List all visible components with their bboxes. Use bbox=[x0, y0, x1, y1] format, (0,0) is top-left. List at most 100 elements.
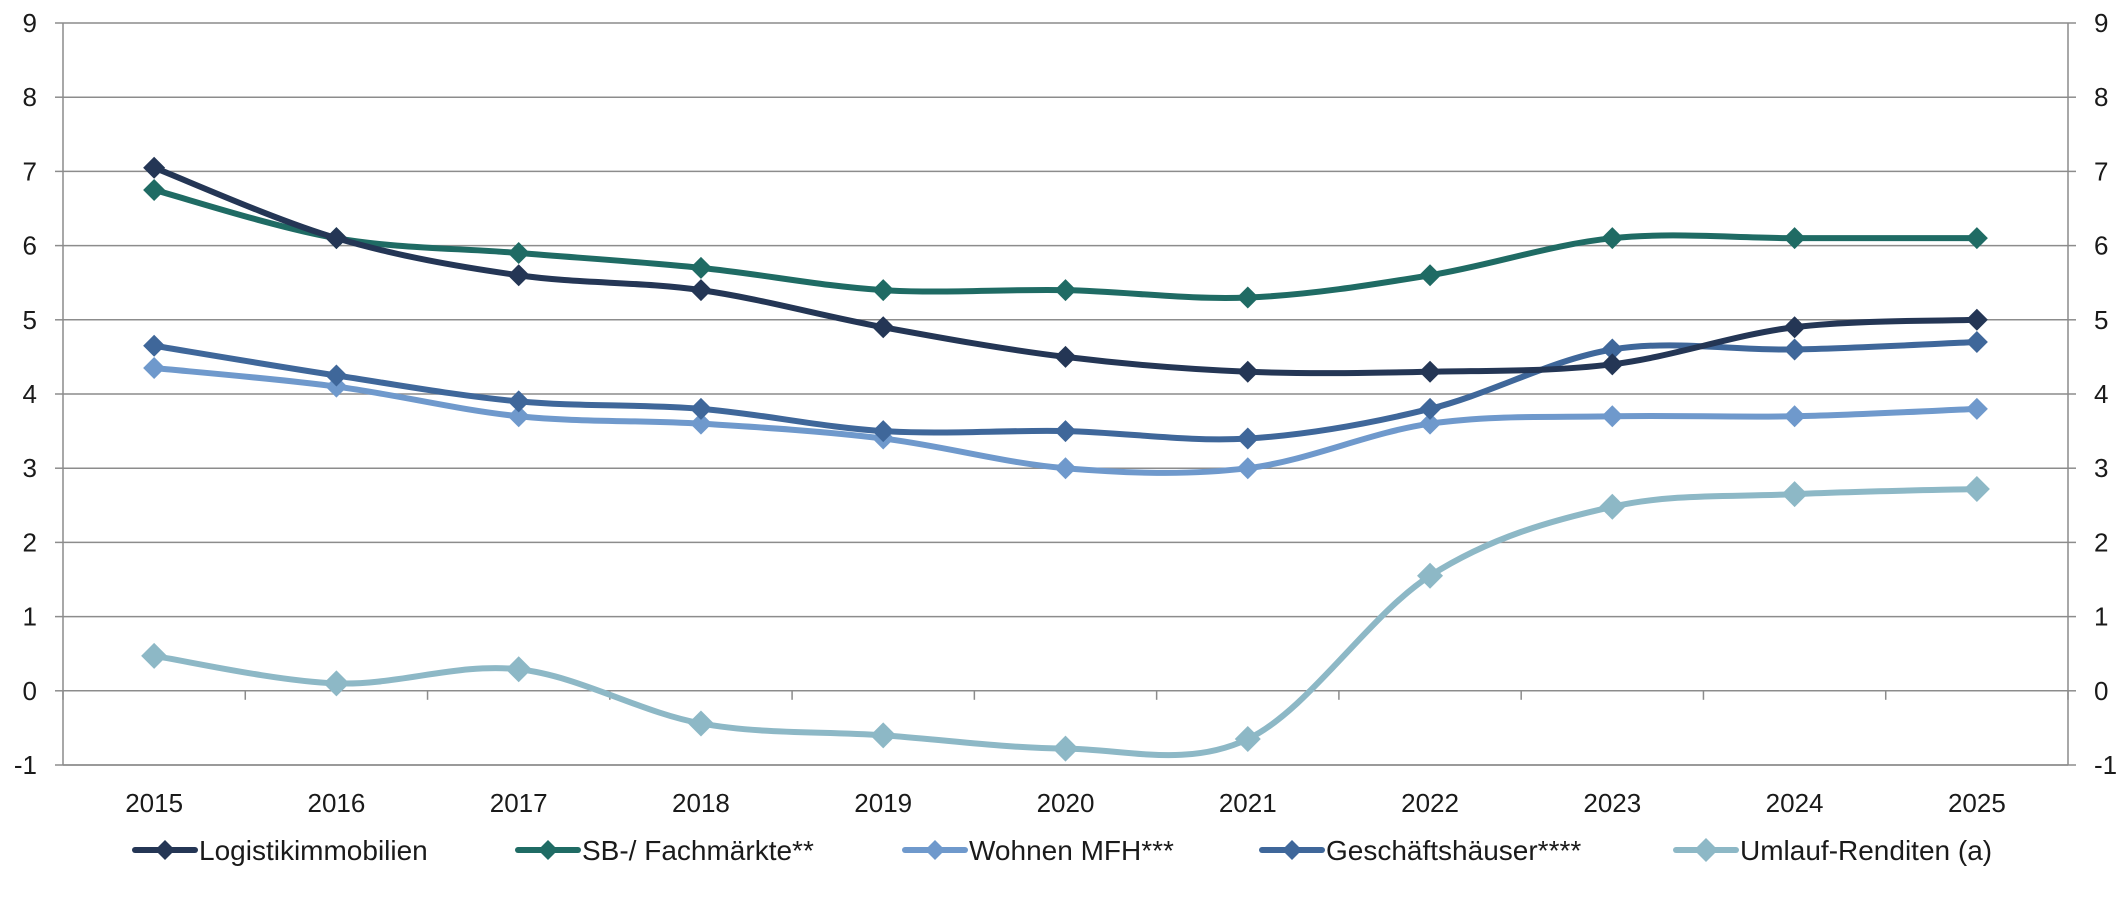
data-point-marker bbox=[1599, 493, 1626, 520]
legend-label: SB-/ Fachmärkte** bbox=[582, 835, 814, 866]
data-point-marker bbox=[1965, 397, 1988, 420]
y-tick-label-left: 9 bbox=[23, 8, 37, 38]
data-point-marker bbox=[325, 227, 348, 250]
x-tick-label: 2020 bbox=[1037, 788, 1095, 818]
x-tick-label: 2021 bbox=[1219, 788, 1277, 818]
data-point-marker bbox=[872, 316, 895, 339]
legend: Logistikimmobilien SB-/ Fachmärkte** Wohne… bbox=[132, 835, 1992, 866]
y-tick-label-left: 7 bbox=[23, 156, 37, 186]
data-point-marker bbox=[1054, 457, 1077, 480]
data-point-marker bbox=[143, 156, 166, 179]
legend-item: Umlauf-Renditen (a) bbox=[1673, 835, 1992, 866]
data-point-marker bbox=[143, 357, 166, 380]
series-2 bbox=[143, 357, 1988, 480]
y-tick-label-left: 8 bbox=[23, 82, 37, 112]
series-group bbox=[141, 156, 1990, 762]
legend-swatch-marker bbox=[1694, 838, 1718, 862]
data-point-marker bbox=[689, 256, 712, 279]
x-tick-label: 2023 bbox=[1583, 788, 1641, 818]
data-point-marker bbox=[1054, 345, 1077, 368]
y-tick-label-left: 0 bbox=[23, 676, 37, 706]
y-tick-label-left: 2 bbox=[23, 527, 37, 557]
legend-label: Umlauf-Renditen (a) bbox=[1740, 835, 1992, 866]
data-point-marker bbox=[1783, 316, 1806, 339]
legend-item: Logistikimmobilien bbox=[132, 835, 428, 866]
y-tick-label-right: 2 bbox=[2094, 527, 2108, 557]
y-tick-label-left: 4 bbox=[23, 379, 37, 409]
data-point-marker bbox=[1601, 353, 1624, 376]
y-tick-label-right: 0 bbox=[2094, 676, 2108, 706]
y-tick-label-right: 4 bbox=[2094, 379, 2108, 409]
x-tick-label: 2018 bbox=[672, 788, 730, 818]
legend-swatch-marker bbox=[925, 840, 945, 860]
data-point-marker bbox=[687, 710, 714, 737]
series-3 bbox=[143, 331, 1988, 450]
data-point-marker bbox=[1236, 427, 1259, 450]
data-point-marker bbox=[507, 390, 530, 413]
data-point-marker bbox=[143, 334, 166, 357]
series-1 bbox=[143, 178, 1988, 309]
legend-item: SB-/ Fachmärkte** bbox=[515, 835, 814, 866]
legend-swatch-marker bbox=[155, 840, 175, 860]
data-point-marker bbox=[1601, 227, 1624, 250]
data-point-marker bbox=[689, 412, 712, 435]
y-tick-label-right: -1 bbox=[2094, 750, 2117, 780]
data-point-marker bbox=[1601, 338, 1624, 361]
data-point-marker bbox=[1783, 227, 1806, 250]
y-tick-label-left: 6 bbox=[23, 231, 37, 261]
data-point-marker bbox=[507, 264, 530, 287]
data-point-marker bbox=[1965, 227, 1988, 250]
legend-label: Logistikimmobilien bbox=[199, 835, 428, 866]
y-tick-label-right: 8 bbox=[2094, 82, 2108, 112]
y-tick-label-left: -1 bbox=[14, 750, 37, 780]
data-point-marker bbox=[870, 722, 897, 749]
x-tick-label: 2019 bbox=[854, 788, 912, 818]
legend-label: Geschäftshäuser**** bbox=[1326, 835, 1581, 866]
y-tick-label-right: 3 bbox=[2094, 453, 2108, 483]
data-point-marker bbox=[1234, 726, 1261, 753]
data-point-marker bbox=[1783, 405, 1806, 428]
data-point-marker bbox=[325, 364, 348, 387]
data-point-marker bbox=[872, 279, 895, 302]
axes: -1 -1 0 0 1 1 2 2 3 3 4 4 5 5 6 6 7 7 8 8 9 9 2015 2016 2017 2018… bbox=[14, 8, 2117, 818]
y-tick-label-right: 1 bbox=[2094, 602, 2108, 632]
y-tick-label-left: 1 bbox=[23, 602, 37, 632]
series-4 bbox=[141, 475, 1990, 762]
data-point-marker bbox=[1601, 405, 1624, 428]
x-tick-label: 2022 bbox=[1401, 788, 1459, 818]
data-point-marker bbox=[1236, 360, 1259, 383]
data-point-marker bbox=[323, 670, 350, 697]
data-point-marker bbox=[1052, 735, 1079, 762]
x-tick-label: 2015 bbox=[125, 788, 183, 818]
data-point-marker bbox=[507, 405, 530, 428]
y-tick-label-right: 6 bbox=[2094, 231, 2108, 261]
series-line bbox=[151, 164, 1980, 377]
data-point-marker bbox=[1054, 279, 1077, 302]
data-point-marker bbox=[1419, 412, 1442, 435]
legend-item: Wohnen MFH*** bbox=[902, 835, 1174, 866]
data-point-marker bbox=[1965, 331, 1988, 354]
y-tick-label-left: 3 bbox=[23, 453, 37, 483]
data-point-marker bbox=[505, 656, 532, 683]
y-tick-label-right: 7 bbox=[2094, 156, 2108, 186]
x-tick-label: 2017 bbox=[490, 788, 548, 818]
data-point-marker bbox=[689, 397, 712, 420]
data-point-marker bbox=[1783, 338, 1806, 361]
data-point-marker bbox=[689, 279, 712, 302]
x-tick-label: 2025 bbox=[1948, 788, 2006, 818]
data-point-marker bbox=[507, 242, 530, 265]
legend-swatch-marker bbox=[1282, 840, 1302, 860]
data-point-marker bbox=[143, 178, 166, 201]
data-point-marker bbox=[325, 375, 348, 398]
x-tick-label: 2024 bbox=[1766, 788, 1824, 818]
data-point-marker bbox=[1236, 457, 1259, 480]
y-tick-label-right: 9 bbox=[2094, 8, 2108, 38]
data-point-marker bbox=[1781, 481, 1808, 508]
data-point-marker bbox=[1965, 308, 1988, 331]
data-point-marker bbox=[872, 420, 895, 443]
x-tick-label: 2016 bbox=[307, 788, 365, 818]
data-point-marker bbox=[1419, 397, 1442, 420]
data-point-marker bbox=[1236, 286, 1259, 309]
legend-item: Geschäftshäuser**** bbox=[1259, 835, 1581, 866]
